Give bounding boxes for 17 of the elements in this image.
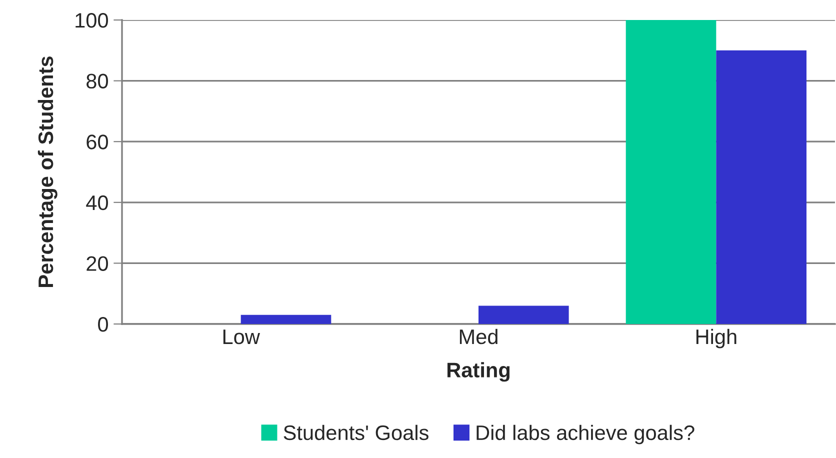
y-axis-title: Percentage of Students [38,56,58,287]
bar [478,306,569,324]
legend-label: Did labs achieve goals? [476,424,694,444]
y-tick-label: 60 [86,134,108,150]
x-tick-label: Med [460,328,498,344]
x-tick-label: High [696,328,736,348]
x-axis-title: Rating [447,362,510,382]
bar [240,314,332,324]
bar [716,50,806,324]
y-tick-label: 0 [98,317,108,332]
y-tick-label: 100 [76,13,108,28]
bar [626,20,716,324]
y-tick-label: 40 [86,195,108,210]
x-tick-label: Low [223,330,260,344]
y-tick-label: 80 [86,74,108,89]
legend-label: Students' Goals [284,424,428,440]
y-tick-label: 20 [86,256,108,271]
